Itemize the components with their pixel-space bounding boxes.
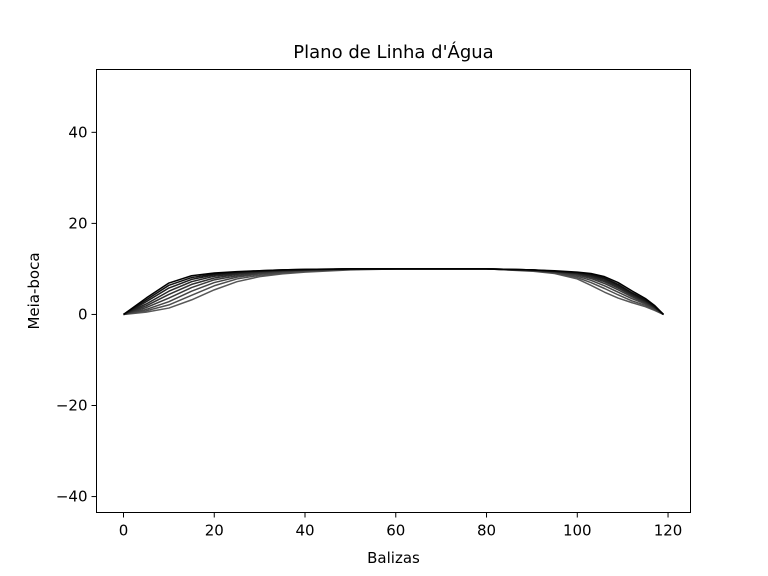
x-tick-label: 100 [563, 522, 592, 540]
y-tick-label: 20 [68, 214, 87, 232]
y-tick-label: −20 [56, 397, 88, 415]
x-tick-label: 60 [386, 522, 405, 540]
x-tick-label: 120 [654, 522, 683, 540]
y-tick-label: 40 [68, 123, 87, 141]
y-axis-label: Meia-boca [25, 252, 43, 329]
y-tick-label: 0 [78, 305, 88, 323]
series-group [123, 268, 665, 316]
x-tick-label: 20 [205, 522, 224, 540]
ticks-group: 0 20 40 60 80 100 120 −40 −20 0 20 40 [56, 123, 683, 539]
y-tick-label: −40 [56, 488, 88, 506]
plot-frame [96, 69, 691, 513]
x-axis-label: Balizas [367, 549, 420, 567]
x-tick-label: 80 [477, 522, 496, 540]
x-tick-label: 0 [119, 522, 129, 540]
chart-title: Plano de Linha d'Água [293, 41, 493, 63]
x-tick-label: 40 [295, 522, 314, 540]
series-line-1 [123, 268, 665, 316]
